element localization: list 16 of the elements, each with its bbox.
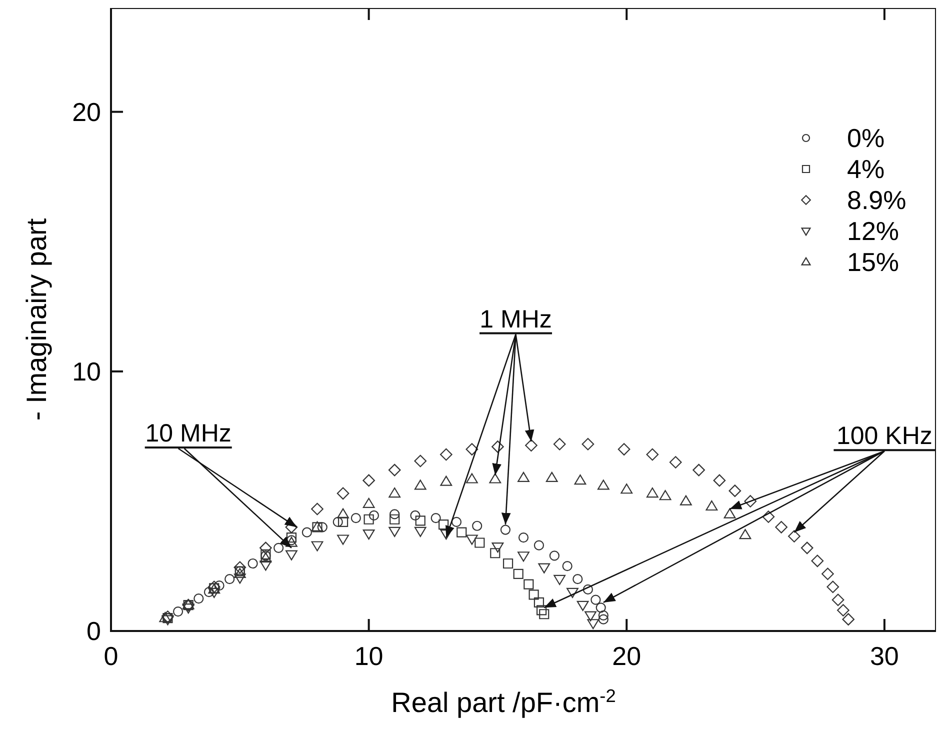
legend-label: 0% <box>847 123 885 154</box>
legend-label: 4% <box>847 154 885 184</box>
y-tick-label: 10 <box>72 356 101 387</box>
annotation: 10 MHz <box>145 420 232 448</box>
legend-label: 12% <box>847 216 900 246</box>
y-tick-label: 0 <box>86 616 101 646</box>
x-tick-label: 20 <box>612 641 642 671</box>
y-axis-title: - Imaginairy part <box>21 218 52 421</box>
x-tick-label: 30 <box>870 641 899 671</box>
annotation: 1 MHz <box>480 305 552 334</box>
x-axis-title: Real part /pF·cm$^{-2}$ <box>391 686 616 718</box>
x-tick-label: 10 <box>354 641 384 671</box>
annotation: 100 KHz <box>836 422 932 450</box>
legend-label: 15% <box>847 247 900 278</box>
y-tick-label: 20 <box>72 96 101 127</box>
legend-label: 8.9% <box>847 185 906 216</box>
